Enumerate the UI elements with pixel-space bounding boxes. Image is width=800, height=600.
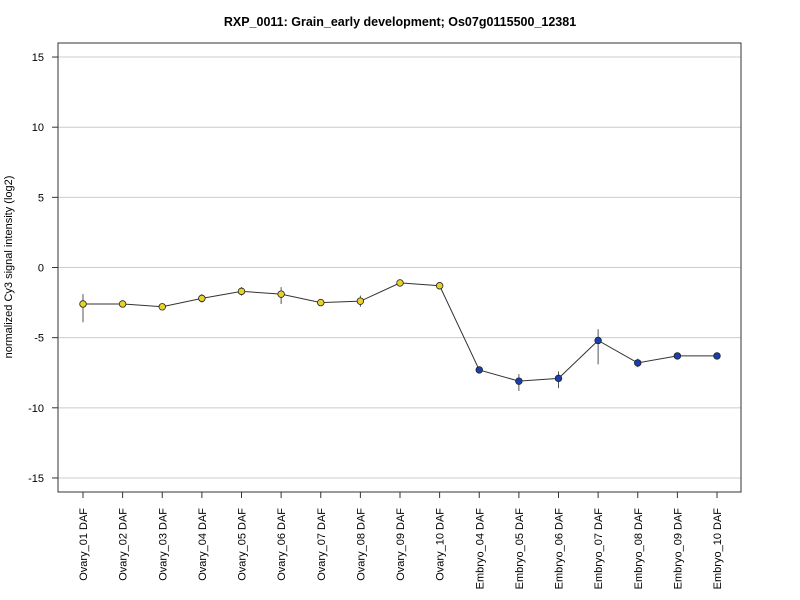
data-point <box>713 352 721 360</box>
x-tick-label: Ovary_02 DAF <box>118 508 130 581</box>
data-point <box>317 298 325 307</box>
x-tick-label: Ovary_01 DAF <box>78 508 90 581</box>
y-axis: 15 10 5 0 -5 -10 -15 <box>28 52 58 485</box>
x-tick-label: Embryo_05 DAF <box>514 508 526 590</box>
data-point <box>356 297 365 305</box>
data-point <box>673 352 682 360</box>
y-tick-label: 15 <box>32 52 44 64</box>
x-tick-label: Ovary_06 DAF <box>276 508 288 581</box>
x-tick-label: Ovary_07 DAF <box>316 508 328 581</box>
data-point <box>634 359 642 367</box>
x-tick-label: Embryo_08 DAF <box>633 508 645 590</box>
x-tick-label: Embryo_07 DAF <box>593 508 605 590</box>
y-tick-label: -15 <box>28 473 44 485</box>
x-tick-label: Ovary_03 DAF <box>157 508 169 581</box>
data-point <box>237 287 246 296</box>
data-point <box>158 303 166 311</box>
x-tick-label: Embryo_10 DAF <box>712 508 724 590</box>
data-point <box>515 377 523 385</box>
x-tick-label: Embryo_04 DAF <box>474 508 486 590</box>
x-axis: Ovary_01 DAF Ovary_02 DAF Ovary_03 DAF Ovar… <box>78 492 724 589</box>
y-tick-label: 10 <box>32 122 44 134</box>
series-polyline <box>83 282 717 382</box>
y-axis-label: normalized Cy3 signal intensity (log2) <box>3 176 15 359</box>
y-tick-label: 0 <box>38 263 44 275</box>
x-tick-label: Ovary_09 DAF <box>395 508 407 581</box>
data-point <box>435 282 444 290</box>
data-point <box>277 290 285 298</box>
data-point <box>198 294 206 303</box>
x-tick-label: Ovary_04 DAF <box>197 508 209 581</box>
y-tick-label: -5 <box>34 333 44 345</box>
y-tick-label: -10 <box>28 403 44 415</box>
data-point <box>118 300 127 308</box>
x-tick-label: Ovary_05 DAF <box>237 508 249 581</box>
data-point <box>594 336 602 345</box>
chart-title: RXP_0011: Grain_early development; Os07g… <box>224 15 576 29</box>
gridlines <box>58 56 741 479</box>
data-point <box>554 374 563 383</box>
data-point <box>79 300 87 308</box>
x-tick-label: Embryo_09 DAF <box>672 508 684 590</box>
data-point <box>475 366 483 374</box>
x-tick-label: Ovary_10 DAF <box>435 508 447 581</box>
x-tick-label: Ovary_08 DAF <box>355 508 367 581</box>
x-tick-label: Embryo_06 DAF <box>554 508 566 590</box>
data-point <box>396 279 404 287</box>
y-tick-label: 5 <box>38 192 44 204</box>
series-line <box>79 279 721 391</box>
